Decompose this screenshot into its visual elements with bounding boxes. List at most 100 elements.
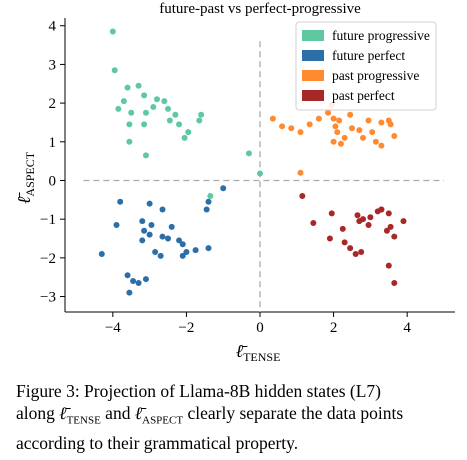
data-point	[378, 119, 385, 126]
data-point	[341, 239, 348, 246]
y-tick-label: 1	[49, 135, 57, 151]
data-point	[220, 185, 227, 192]
data-point	[299, 192, 306, 199]
data-point	[135, 279, 142, 286]
data-point	[113, 221, 120, 228]
data-point	[378, 142, 385, 149]
data-point	[153, 96, 160, 103]
y-tick-label: −3	[40, 290, 56, 306]
data-point	[400, 218, 407, 225]
data-point	[306, 121, 313, 128]
scatter-chart: future-past vs perfect-progressive −4 −2 0…	[14, 1, 455, 364]
y-tick-label: −1	[40, 212, 56, 228]
data-point	[179, 241, 186, 248]
legend-swatch	[302, 90, 324, 101]
data-point	[288, 125, 295, 132]
legend-swatch	[302, 50, 324, 61]
data-point	[142, 152, 149, 159]
data-point	[196, 117, 203, 124]
data-point	[126, 289, 133, 296]
data-point	[179, 252, 186, 259]
data-point	[126, 138, 133, 145]
svg-text:ℓ̄TENSE: ℓ̄TENSE	[236, 341, 281, 364]
data-point	[358, 249, 365, 256]
series-future-progressive	[109, 28, 263, 199]
series-past-progressive	[269, 102, 398, 176]
data-point	[310, 220, 317, 227]
y-tick-label: 0	[49, 173, 57, 189]
legend-swatch	[302, 30, 324, 41]
data-point	[159, 206, 166, 213]
data-point	[203, 206, 210, 213]
data-point	[198, 111, 205, 118]
data-point	[245, 150, 252, 157]
caption-aspect-subscript: ASPECT	[142, 414, 184, 427]
data-point	[150, 103, 157, 110]
data-point	[141, 227, 148, 234]
data-point	[152, 249, 159, 256]
data-point	[168, 223, 175, 230]
x-tick-label: −2	[178, 320, 194, 336]
x-tick-label: 4	[403, 320, 411, 336]
y-tick-label: 3	[49, 57, 57, 73]
caption-tense-symbol: ℓ̄	[59, 403, 67, 423]
data-point	[165, 105, 172, 112]
data-point	[176, 121, 183, 128]
data-point	[141, 92, 148, 99]
data-point	[181, 134, 188, 141]
data-point	[98, 250, 105, 257]
tick-labels: −4 −2 0 2 4 −3 −2 −1 0 1 2 3 4	[40, 19, 411, 336]
data-point	[385, 210, 392, 217]
data-point	[146, 200, 153, 207]
data-point	[148, 221, 155, 228]
y-axis-subscript: ASPECT	[23, 151, 37, 196]
legend-label: past perfect	[332, 88, 395, 103]
figure-caption: Figure 3: Projection of Llama-8B hidden …	[16, 380, 456, 454]
legend-label: future progressive	[332, 28, 430, 43]
data-point	[352, 250, 359, 257]
data-point	[205, 198, 212, 205]
data-point	[297, 129, 304, 136]
svg-text:ℓ̄ASPECT: ℓ̄ASPECT	[14, 151, 37, 204]
data-point	[166, 117, 173, 124]
data-point	[330, 138, 337, 145]
data-point	[347, 111, 354, 118]
reference-lines	[83, 41, 444, 312]
data-point	[130, 278, 137, 285]
x-tick-label: 0	[256, 320, 264, 336]
data-point	[332, 123, 339, 130]
data-point	[369, 129, 376, 136]
data-point	[339, 225, 346, 232]
data-point	[159, 233, 166, 240]
data-point	[360, 134, 367, 141]
caption-line-2-rest: clearly separate the data points	[183, 403, 404, 423]
data-point	[111, 67, 118, 74]
data-point	[383, 227, 390, 234]
caption-line-3: according to their grammatical property.	[16, 432, 299, 453]
x-axis-label: ℓ̄TENSE	[236, 341, 281, 364]
data-point	[385, 262, 392, 269]
chart-title: future-past vs perfect-progressive	[159, 1, 361, 17]
legend-box	[295, 21, 437, 111]
y-axis-label: ℓ̄ASPECT	[14, 151, 37, 204]
data-point	[334, 129, 341, 136]
caption-tense-subscript: TENSE	[66, 414, 101, 427]
data-point	[126, 121, 133, 128]
data-point	[360, 216, 367, 223]
data-point	[365, 221, 372, 228]
data-point	[378, 206, 385, 213]
data-point	[337, 140, 344, 147]
data-point	[330, 115, 337, 122]
data-point	[387, 121, 394, 128]
series-past-perfect	[299, 192, 407, 286]
data-point	[348, 125, 355, 132]
x-axis-subscript: TENSE	[243, 350, 280, 364]
series-future-perfect	[98, 185, 227, 296]
legend-swatch	[302, 70, 324, 81]
legend-label: past progressive	[332, 68, 419, 83]
data-point	[117, 198, 124, 205]
data-point	[279, 123, 286, 130]
data-point	[124, 272, 131, 279]
data-point	[165, 235, 172, 242]
data-point	[297, 169, 304, 176]
